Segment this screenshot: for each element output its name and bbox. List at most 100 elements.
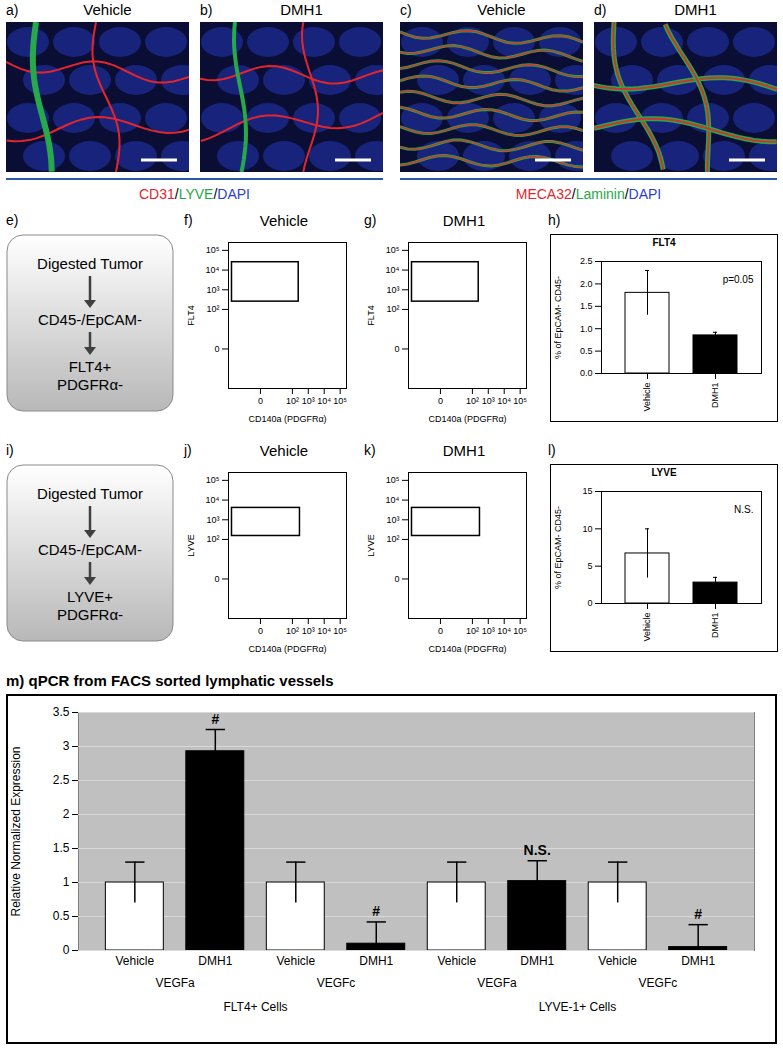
svg-text:10²: 10² bbox=[466, 396, 479, 406]
svg-text:FLT4: FLT4 bbox=[186, 305, 196, 325]
svg-text:CD140a (PDGFRα): CD140a (PDGFRα) bbox=[428, 414, 506, 424]
svg-text:10⁴: 10⁴ bbox=[317, 396, 331, 406]
svg-text:N.S.: N.S. bbox=[734, 504, 753, 515]
svg-text:5: 5 bbox=[587, 561, 592, 571]
svg-text:0.0: 0.0 bbox=[580, 368, 593, 378]
svg-text:N.S.: N.S. bbox=[524, 842, 551, 858]
svg-text:Digested Tumor: Digested Tumor bbox=[37, 485, 143, 502]
svg-text:VEGFa: VEGFa bbox=[477, 976, 517, 990]
svg-text:0: 0 bbox=[214, 574, 219, 584]
svg-text:10⁵: 10⁵ bbox=[333, 626, 347, 636]
svg-text:CD140a (PDGFRα): CD140a (PDGFRα) bbox=[248, 644, 326, 654]
svg-text:LYVE: LYVE bbox=[366, 534, 376, 556]
svg-text:0.5: 0.5 bbox=[580, 346, 593, 356]
svg-text:10⁴: 10⁴ bbox=[497, 626, 511, 636]
svg-text:PDGFRα-: PDGFRα- bbox=[57, 376, 123, 393]
svg-text:LYVE: LYVE bbox=[186, 534, 196, 556]
svg-text:FLT4: FLT4 bbox=[366, 305, 376, 325]
svg-text:1.0: 1.0 bbox=[580, 324, 593, 334]
svg-text:#: # bbox=[372, 903, 380, 919]
svg-text:CD140a (PDGFRα): CD140a (PDGFRα) bbox=[248, 414, 326, 424]
svg-text:10⁵: 10⁵ bbox=[513, 396, 527, 406]
svg-text:LYVE+: LYVE+ bbox=[67, 588, 113, 605]
svg-text:10³: 10³ bbox=[482, 396, 495, 406]
svg-text:2.5: 2.5 bbox=[53, 773, 70, 787]
svg-text:10³: 10³ bbox=[206, 515, 219, 525]
svg-text:2.5: 2.5 bbox=[580, 256, 593, 266]
svg-text:VEGFc: VEGFc bbox=[639, 976, 678, 990]
svg-text:10³: 10³ bbox=[206, 285, 219, 295]
svg-text:0: 0 bbox=[394, 574, 399, 584]
svg-text:1.5: 1.5 bbox=[53, 841, 70, 855]
svg-text:CD140a (PDGFRα): CD140a (PDGFRα) bbox=[428, 644, 506, 654]
svg-text:VEGFa: VEGFa bbox=[155, 976, 195, 990]
svg-text:DMH1: DMH1 bbox=[681, 954, 715, 968]
svg-text:10³: 10³ bbox=[386, 285, 399, 295]
svg-text:10⁵: 10⁵ bbox=[206, 475, 220, 485]
svg-text:10⁴: 10⁴ bbox=[386, 265, 400, 275]
svg-text:0: 0 bbox=[214, 344, 219, 354]
svg-text:Vehicle: Vehicle bbox=[115, 954, 154, 968]
svg-text:10⁴: 10⁴ bbox=[386, 495, 400, 505]
svg-text:10⁴: 10⁴ bbox=[206, 495, 220, 505]
svg-text:Vehicle: Vehicle bbox=[642, 613, 652, 642]
svg-text:PDGFRα-: PDGFRα- bbox=[57, 606, 123, 623]
svg-text:0: 0 bbox=[394, 344, 399, 354]
svg-text:Digested Tumor: Digested Tumor bbox=[37, 255, 143, 272]
svg-text:10⁵: 10⁵ bbox=[386, 475, 400, 485]
svg-text:% of EpCAM- CD45-: % of EpCAM- CD45- bbox=[553, 506, 563, 589]
svg-text:Relative Normalized Expression: Relative Normalized Expression bbox=[9, 746, 23, 916]
svg-text:0: 0 bbox=[438, 396, 443, 406]
svg-text:0: 0 bbox=[587, 598, 592, 608]
svg-text:% of EpCAM- CD45-: % of EpCAM- CD45- bbox=[553, 276, 563, 359]
svg-text:3: 3 bbox=[63, 739, 70, 753]
svg-text:2.0: 2.0 bbox=[580, 279, 593, 289]
svg-text:10²: 10² bbox=[386, 534, 399, 544]
svg-text:0: 0 bbox=[258, 396, 263, 406]
svg-text:FLT4+ Cells: FLT4+ Cells bbox=[223, 1000, 287, 1014]
svg-text:10: 10 bbox=[582, 524, 592, 534]
svg-text:10²: 10² bbox=[386, 304, 399, 314]
svg-text:p=0.05: p=0.05 bbox=[723, 274, 754, 285]
svg-text:CD45-/EpCAM-: CD45-/EpCAM- bbox=[38, 541, 142, 558]
svg-text:10²: 10² bbox=[466, 626, 479, 636]
svg-text:10²: 10² bbox=[206, 304, 219, 314]
svg-text:10²: 10² bbox=[286, 396, 299, 406]
svg-text:10⁴: 10⁴ bbox=[497, 396, 511, 406]
svg-text:10³: 10³ bbox=[482, 626, 495, 636]
svg-text:LYVE-1+ Cells: LYVE-1+ Cells bbox=[539, 1000, 616, 1014]
svg-text:0.5: 0.5 bbox=[53, 909, 70, 923]
svg-text:CD45-/EpCAM-: CD45-/EpCAM- bbox=[38, 311, 142, 328]
svg-text:FLT4+: FLT4+ bbox=[69, 358, 112, 375]
svg-text:3.5: 3.5 bbox=[53, 705, 70, 719]
svg-text:10³: 10³ bbox=[302, 626, 315, 636]
svg-text:Vehicle: Vehicle bbox=[437, 954, 476, 968]
svg-text:10²: 10² bbox=[206, 534, 219, 544]
svg-text:10⁵: 10⁵ bbox=[206, 245, 220, 255]
svg-text:#: # bbox=[211, 711, 219, 727]
svg-text:VEGFc: VEGFc bbox=[317, 976, 356, 990]
svg-text:DMH1: DMH1 bbox=[710, 613, 720, 639]
svg-text:10⁵: 10⁵ bbox=[513, 626, 527, 636]
svg-text:1: 1 bbox=[63, 875, 70, 889]
svg-text:0: 0 bbox=[63, 943, 70, 957]
svg-text:0: 0 bbox=[258, 626, 263, 636]
svg-text:Vehicle: Vehicle bbox=[598, 954, 637, 968]
svg-text:15: 15 bbox=[582, 486, 592, 496]
svg-text:10²: 10² bbox=[286, 626, 299, 636]
svg-text:10⁴: 10⁴ bbox=[206, 265, 220, 275]
svg-text:DMH1: DMH1 bbox=[710, 383, 720, 409]
svg-text:10³: 10³ bbox=[302, 396, 315, 406]
svg-text:#: # bbox=[694, 906, 702, 922]
svg-text:Vehicle: Vehicle bbox=[276, 954, 315, 968]
svg-text:1.5: 1.5 bbox=[580, 301, 593, 311]
svg-text:DMH1: DMH1 bbox=[198, 954, 232, 968]
svg-text:0: 0 bbox=[438, 626, 443, 636]
svg-text:10⁵: 10⁵ bbox=[333, 396, 347, 406]
svg-text:DMH1: DMH1 bbox=[520, 954, 554, 968]
svg-text:10³: 10³ bbox=[386, 515, 399, 525]
svg-text:10⁴: 10⁴ bbox=[317, 626, 331, 636]
svg-text:DMH1: DMH1 bbox=[359, 954, 393, 968]
svg-text:10⁵: 10⁵ bbox=[386, 245, 400, 255]
svg-text:2: 2 bbox=[63, 807, 70, 821]
